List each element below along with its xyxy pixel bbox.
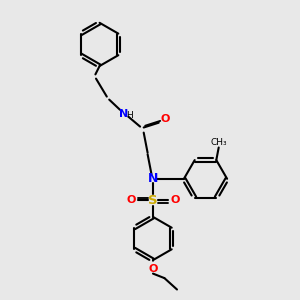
Text: O: O <box>148 263 158 274</box>
Text: H: H <box>126 111 132 120</box>
Text: O: O <box>160 114 170 124</box>
Text: S: S <box>148 194 158 207</box>
Text: O: O <box>126 195 136 206</box>
Text: N: N <box>148 172 158 185</box>
Text: O: O <box>170 195 180 206</box>
Text: CH₃: CH₃ <box>211 138 228 147</box>
Text: N: N <box>119 109 128 119</box>
